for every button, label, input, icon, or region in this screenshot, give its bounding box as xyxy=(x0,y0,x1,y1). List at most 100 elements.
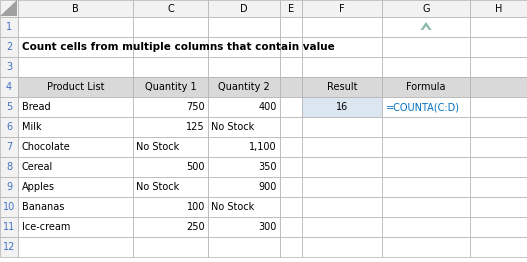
Bar xyxy=(280,37,302,57)
Bar xyxy=(470,37,527,57)
Text: Count cells from multiple columns that contain value: Count cells from multiple columns that c… xyxy=(22,42,335,52)
Bar xyxy=(208,157,280,177)
Bar xyxy=(18,237,133,257)
Bar xyxy=(280,57,302,77)
Bar xyxy=(133,177,208,197)
Bar xyxy=(0,37,18,57)
Bar xyxy=(302,117,382,137)
Bar xyxy=(470,77,527,97)
Bar xyxy=(133,77,208,97)
Text: D: D xyxy=(240,3,248,14)
Bar xyxy=(18,37,133,57)
Text: B: B xyxy=(72,3,79,14)
Text: 1,100: 1,100 xyxy=(249,142,277,152)
Text: 900: 900 xyxy=(259,182,277,192)
Bar xyxy=(133,97,208,117)
Bar xyxy=(302,97,382,117)
Bar xyxy=(382,137,470,157)
Bar xyxy=(280,0,302,17)
Text: Chocolate: Chocolate xyxy=(22,142,71,152)
Text: 100: 100 xyxy=(187,202,205,212)
Text: C: C xyxy=(167,3,174,14)
Bar xyxy=(382,117,470,137)
Bar xyxy=(280,177,302,197)
Bar xyxy=(208,217,280,237)
Bar xyxy=(18,137,133,157)
Bar xyxy=(470,17,527,37)
Text: Bananas: Bananas xyxy=(22,202,64,212)
Bar xyxy=(470,217,527,237)
Bar xyxy=(280,97,302,117)
Bar xyxy=(470,197,527,217)
Text: 1: 1 xyxy=(6,22,12,32)
Bar xyxy=(302,197,382,217)
Text: 12: 12 xyxy=(3,242,15,252)
Bar xyxy=(208,77,280,97)
Text: Cereal: Cereal xyxy=(22,162,53,172)
Bar xyxy=(208,177,280,197)
Bar xyxy=(18,217,133,237)
Bar xyxy=(280,217,302,237)
Bar xyxy=(18,157,133,177)
Bar xyxy=(382,37,470,57)
Bar xyxy=(133,217,208,237)
Bar xyxy=(382,177,470,197)
Bar xyxy=(18,77,133,97)
Text: 125: 125 xyxy=(187,122,205,132)
Bar xyxy=(0,97,18,117)
Bar xyxy=(302,0,382,17)
Bar xyxy=(0,57,18,77)
Bar xyxy=(0,157,18,177)
Bar xyxy=(302,137,382,157)
Bar xyxy=(302,37,382,57)
Bar xyxy=(208,57,280,77)
Bar xyxy=(382,217,470,237)
Bar xyxy=(133,117,208,137)
Bar xyxy=(280,137,302,157)
Text: 3: 3 xyxy=(6,62,12,72)
Text: 2: 2 xyxy=(6,42,12,52)
Bar xyxy=(133,237,208,257)
Bar xyxy=(302,57,382,77)
Bar xyxy=(208,117,280,137)
Text: 8: 8 xyxy=(6,162,12,172)
Bar xyxy=(18,197,133,217)
Text: 6: 6 xyxy=(6,122,12,132)
Text: No Stock: No Stock xyxy=(136,142,179,152)
Text: =COUNTA(C:D): =COUNTA(C:D) xyxy=(386,102,460,112)
Bar xyxy=(208,197,280,217)
Bar xyxy=(133,57,208,77)
Bar xyxy=(208,137,280,157)
Text: G: G xyxy=(422,3,430,14)
Text: No Stock: No Stock xyxy=(211,122,254,132)
Bar xyxy=(470,0,527,17)
Bar xyxy=(302,217,382,237)
Bar xyxy=(470,97,527,117)
Text: 7: 7 xyxy=(6,142,12,152)
Text: H: H xyxy=(495,3,502,14)
Text: Result: Result xyxy=(327,82,357,92)
Text: No Stock: No Stock xyxy=(211,202,254,212)
Bar xyxy=(208,17,280,37)
Bar xyxy=(0,137,18,157)
Text: Quantity 1: Quantity 1 xyxy=(145,82,197,92)
Bar xyxy=(18,117,133,137)
Bar xyxy=(302,17,382,37)
Bar xyxy=(280,17,302,37)
Polygon shape xyxy=(0,0,17,16)
Bar xyxy=(470,237,527,257)
Bar xyxy=(280,117,302,137)
Bar xyxy=(382,97,470,117)
Bar xyxy=(208,97,280,117)
Text: 400: 400 xyxy=(259,102,277,112)
Bar xyxy=(133,17,208,37)
Bar xyxy=(0,177,18,197)
Text: No Stock: No Stock xyxy=(136,182,179,192)
Text: 16: 16 xyxy=(336,102,348,112)
Bar xyxy=(382,17,470,37)
Bar xyxy=(133,0,208,17)
Bar xyxy=(18,17,133,37)
Bar xyxy=(470,137,527,157)
Bar xyxy=(18,177,133,197)
Bar xyxy=(280,197,302,217)
